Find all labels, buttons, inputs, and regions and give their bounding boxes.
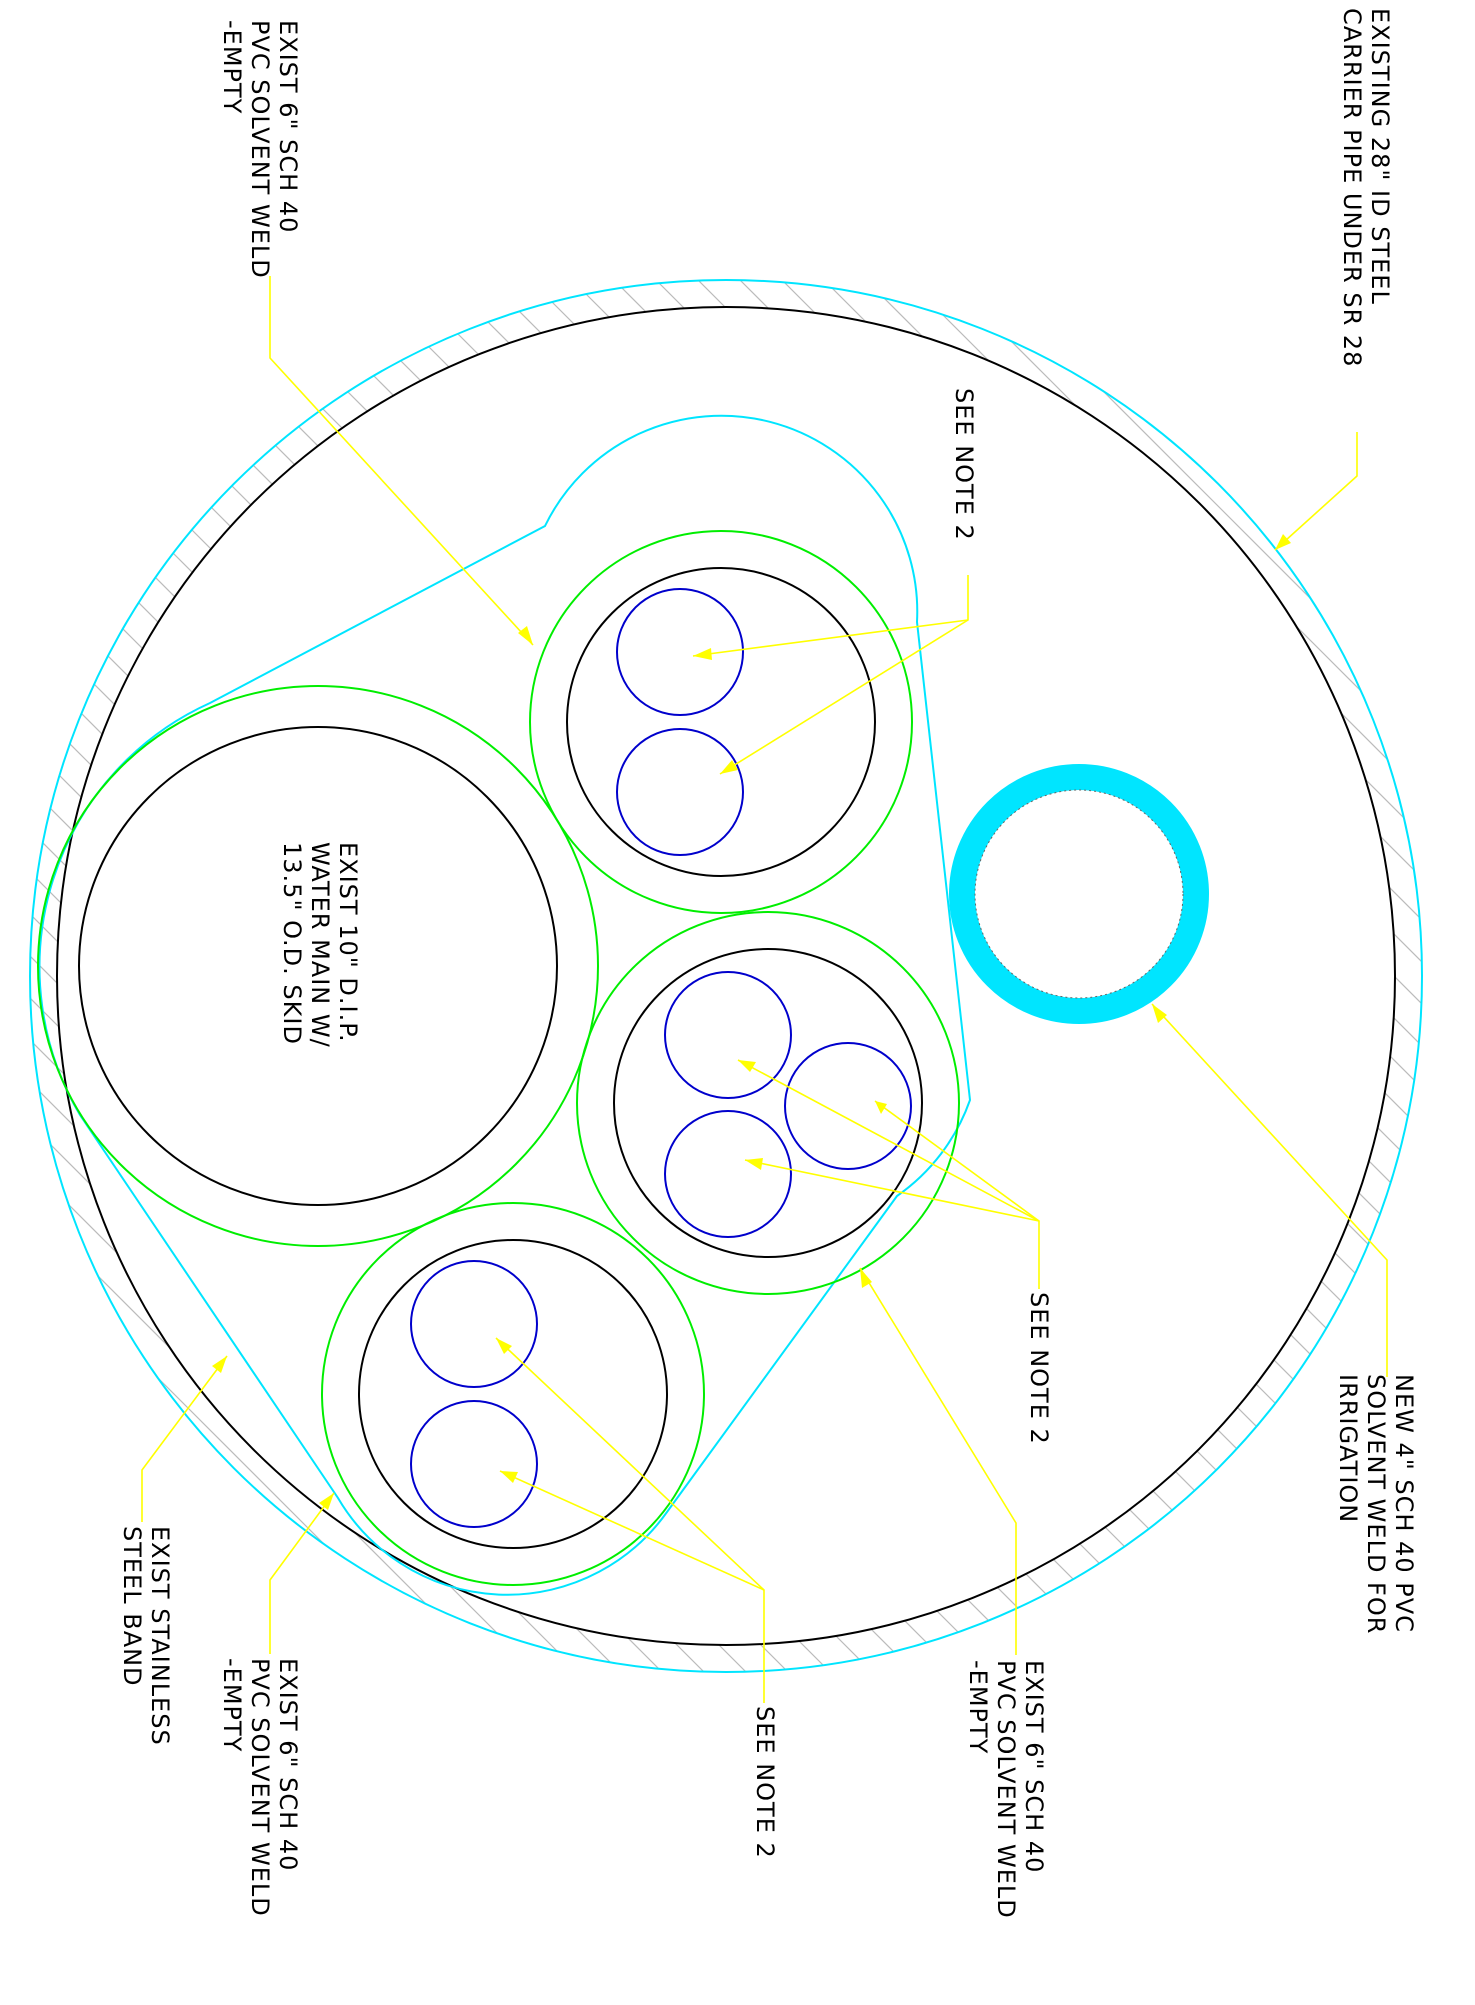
- label-carrier-pipe: EXISTING 28" ID STEEL CARRIER PIPE UNDER…: [1338, 8, 1394, 367]
- hatch-line: [215, 280, 1422, 1672]
- conduit: [616, 728, 744, 856]
- hatch-line: [173, 280, 1422, 1672]
- arrowhead: [860, 1268, 872, 1288]
- arrowhead: [1275, 534, 1291, 550]
- arrowhead: [500, 1471, 518, 1483]
- hatch-line: [383, 280, 1422, 1672]
- pvc-sleeve-middle: [576, 911, 960, 1295]
- water-main: [37, 685, 599, 1247]
- hatch-line: [341, 280, 1422, 1672]
- hatch-line: [257, 280, 1422, 1672]
- hatch-line: [30, 280, 137, 1672]
- arrowhead: [319, 1493, 334, 1510]
- hatch-line: [30, 280, 473, 1672]
- conduit: [616, 588, 744, 716]
- arrowhead: [720, 760, 738, 774]
- hatch-line: [47, 280, 1422, 1672]
- label-pvc-sleeve-middle: EXIST 6" SCH 40 PVC SOLVENT WELD -EMPTY: [964, 1660, 1048, 1927]
- hatch-line: [1223, 280, 1422, 1672]
- leader-lines: [141, 276, 1388, 1703]
- arrowhead: [738, 1060, 756, 1072]
- arrowhead: [1152, 1004, 1167, 1023]
- label-pvc-sleeve-bottom: EXIST 6" SCH 40 PVC SOLVENT WELD -EMPTY: [218, 1658, 302, 1925]
- conduit: [664, 1110, 792, 1238]
- carrier-pipe-inner-wall: [56, 306, 1396, 1646]
- conduit: [784, 1042, 912, 1170]
- hatch-line: [719, 280, 1422, 1672]
- hatch-line: [677, 280, 1422, 1672]
- label-stainless-band: EXIST STAINLESS STEEL BAND: [118, 1526, 174, 1754]
- conduit: [410, 1260, 538, 1388]
- label-water-main: EXIST 10" D.I.P. WATER MAIN W/ 13.5" O.D…: [278, 842, 362, 1056]
- arrowhead: [875, 1101, 887, 1114]
- label-see-note-top: SEE NOTE 2: [950, 388, 978, 541]
- hatch-line: [30, 280, 1313, 1672]
- hatch-line: [30, 280, 431, 1672]
- arrowhead: [212, 1356, 227, 1373]
- label-pvc-sleeve-top: EXIST 6" SCH 40 PVC SOLVENT WELD -EMPTY: [218, 20, 302, 287]
- pvc-sleeve-bottom: [321, 1202, 705, 1586]
- conduit: [664, 971, 792, 1099]
- hatch-line: [30, 280, 1229, 1672]
- conduit: [410, 1400, 538, 1528]
- water-main-pipe: [78, 726, 558, 1206]
- arrowhead: [693, 648, 712, 660]
- water-main-skid: [37, 685, 599, 1247]
- hatch-line: [30, 280, 1271, 1672]
- new-irrigation-pipe: [949, 764, 1209, 1024]
- arrowhead: [745, 1158, 763, 1170]
- arrowhead: [496, 1338, 512, 1354]
- hatch-line: [887, 280, 1422, 1672]
- hatch-line: [30, 280, 557, 1672]
- hatch-line: [30, 280, 767, 1672]
- pvc-sleeve-top: [529, 530, 913, 914]
- hatch-line: [30, 280, 221, 1672]
- hatch-line: [1181, 280, 1422, 1672]
- stainless-steel-band: [38, 414, 972, 1596]
- hatch-line: [30, 280, 515, 1672]
- hatch-line: [635, 280, 1422, 1672]
- label-see-note-bottom: SEE NOTE 2: [751, 1706, 779, 1859]
- hatch-line: [1434, 176, 1475, 1776]
- hatch-line: [30, 280, 53, 1672]
- label-new-irrigation-pvc: NEW 4" SCH 40 PVC SOLVENT WELD FOR IRRIG…: [1334, 1374, 1418, 1643]
- arrowhead: [518, 626, 533, 645]
- hatch-line: [1139, 280, 1422, 1672]
- label-see-note-middle: SEE NOTE 2: [1025, 1292, 1053, 1445]
- casing-outer-edge: [29, 279, 1423, 1673]
- hatch-line: [299, 280, 1422, 1672]
- hatch-line: [0, 176, 10, 1776]
- hatch-line: [30, 280, 1397, 1672]
